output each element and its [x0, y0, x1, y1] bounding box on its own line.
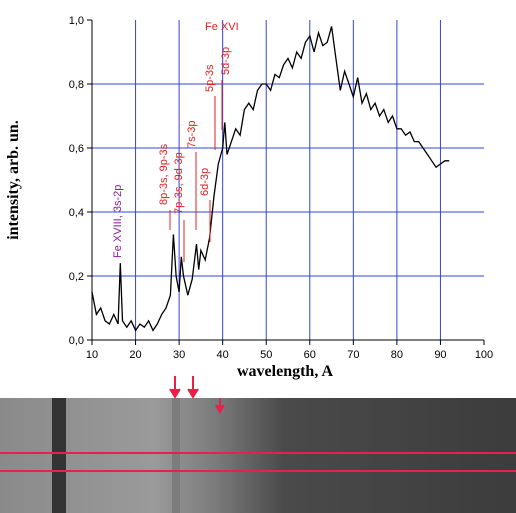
y-tick-label: 1,0 [69, 15, 84, 27]
y-tick-label: 0,2 [69, 271, 84, 283]
annotation: 7s-3p [186, 120, 198, 148]
y-tick-label: 0,8 [69, 79, 84, 91]
x-tick-label: 10 [86, 349, 98, 361]
x-tick-label: 80 [391, 349, 403, 361]
y-tick-label: 0,4 [69, 207, 84, 219]
annotation: 8p-3s, 9p-3s [158, 143, 170, 205]
x-tick-label: 90 [434, 349, 446, 361]
y-tick-label: 0,0 [69, 335, 84, 347]
annotation: Fe XVI [205, 21, 239, 33]
spectrum-image [0, 398, 516, 513]
x-tick-label: 40 [217, 349, 229, 361]
image-band [172, 398, 180, 513]
x-tick-label: 20 [129, 349, 141, 361]
x-tick-label: 30 [173, 349, 185, 361]
arrows [169, 376, 225, 415]
annotation: Fe XVIII, 3s-2p [112, 185, 124, 258]
y-tick-label: 0,6 [69, 143, 84, 155]
annotation: 5p-3s [204, 64, 216, 92]
spectrum-line [91, 26, 450, 332]
annotation: 5d-3p [220, 47, 232, 75]
x-tick-label: 60 [304, 349, 316, 361]
y-axis-label: intensity, arb. un. [5, 120, 22, 240]
x-tick-label: 100 [475, 349, 493, 361]
x-tick-label: 70 [347, 349, 359, 361]
annotation: 6d-3p [199, 168, 211, 196]
x-axis-label: wavelength, A [237, 363, 333, 380]
image-dark-band [52, 398, 66, 513]
x-tick-label: 50 [260, 349, 272, 361]
annotation: 7p-3s, 9d-3p [173, 152, 185, 214]
